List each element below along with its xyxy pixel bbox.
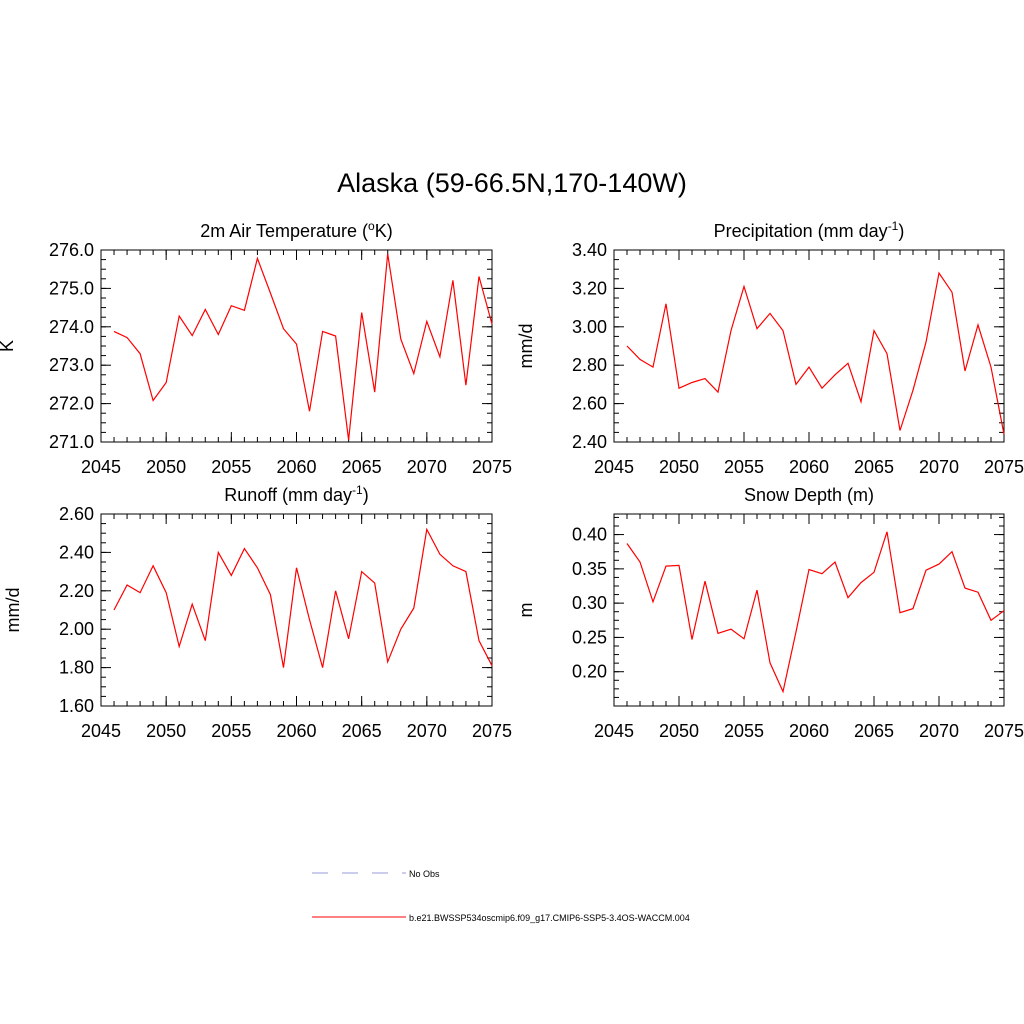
- y-tick-label: 3.00: [572, 317, 607, 337]
- plot-frame: [613, 513, 1005, 707]
- chart-panel-1: 2m Air Temperature (oK) K 2045 2050 2055 2060…: [0, 219, 512, 477]
- x-tick-label: 2050: [146, 457, 186, 477]
- y-tick-label: 2.40: [572, 432, 607, 452]
- x-tick-label: 2045: [81, 721, 121, 741]
- x-tick-label: 2045: [594, 721, 634, 741]
- figure-title: Alaska (59-66.5N,170-140W): [337, 168, 687, 198]
- x-tick-label: 2055: [211, 457, 251, 477]
- x-tick-label: 2055: [724, 721, 764, 741]
- x-tick-label: 2065: [854, 721, 894, 741]
- x-tick-label: 2070: [919, 721, 959, 741]
- y-tick-label: 1.80: [59, 658, 94, 678]
- panel-title-text: Runoff (mm day: [224, 485, 352, 505]
- series-line: [113, 527, 493, 668]
- x-tick-label: 2065: [342, 457, 382, 477]
- y-tick-label: 276.0: [49, 240, 94, 260]
- panel-title-superscript: o: [368, 219, 375, 233]
- y-tick-label: 2.20: [59, 581, 94, 601]
- panel-title-text: 2m Air Temperature (: [200, 221, 368, 241]
- x-tick-label: 2050: [146, 721, 186, 741]
- y-tick-label: 2.40: [59, 542, 94, 562]
- y-tick-label: 272.0: [49, 394, 94, 414]
- plot-frame: [613, 249, 1005, 443]
- x-tick-label: 2075: [984, 457, 1024, 477]
- y-tick-label: 2.60: [572, 394, 607, 414]
- x-tick-label: 2060: [789, 721, 829, 741]
- panel-title-text: Precipitation (mm day: [714, 221, 888, 241]
- x-tick-label: 2070: [407, 457, 447, 477]
- series-line: [626, 271, 1005, 435]
- panel-title-suffix: K): [375, 221, 393, 241]
- panel-title-superscript: -1: [352, 483, 363, 497]
- legend: No Obs b.e21.BWSSP534oscmip6.f09_g17.CMIP…: [312, 869, 690, 923]
- panel-title-suffix: ): [898, 221, 904, 241]
- x-tick-label: 2060: [789, 457, 829, 477]
- x-tick-label: 2055: [211, 721, 251, 741]
- y-tick-label: 3.20: [572, 278, 607, 298]
- panel-title: Snow Depth (m): [744, 485, 874, 505]
- x-tick-label: 2075: [472, 457, 512, 477]
- panel-title-suffix: ): [363, 485, 369, 505]
- panel-title: Runoff (mm day-1): [224, 483, 368, 505]
- y-axis-label: mm/d: [3, 588, 23, 633]
- y-tick-label: 0.20: [572, 662, 607, 682]
- y-axis-label: K: [0, 340, 17, 352]
- legend-model-label: b.e21.BWSSP534oscmip6.f09_g17.CMIP6-SSP5…: [409, 913, 690, 923]
- x-tick-label: 2070: [919, 457, 959, 477]
- x-tick-label: 2055: [724, 457, 764, 477]
- chart-panel-2: Precipitation (mm day-1) mm/d 2045 2050 2055…: [516, 219, 1024, 477]
- y-tick-label: 271.0: [49, 432, 94, 452]
- y-tick-label: 2.80: [572, 355, 607, 375]
- chart-panel-3: Runoff (mm day-1) mm/d 2045 2050 2055 2060 206…: [3, 483, 512, 741]
- y-axis-label: m: [516, 603, 536, 618]
- y-tick-label: 3.40: [572, 240, 607, 260]
- y-tick-label: 2.60: [59, 504, 94, 524]
- y-tick-label: 0.40: [572, 525, 607, 545]
- x-tick-label: 2060: [276, 457, 316, 477]
- plot-frame: [100, 249, 493, 443]
- y-tick-label: 275.0: [49, 278, 94, 298]
- x-tick-label: 2075: [984, 721, 1024, 741]
- x-tick-label: 2065: [854, 457, 894, 477]
- x-tick-label: 2070: [407, 721, 447, 741]
- plot-frame: [100, 513, 493, 707]
- chart-panel-4: Snow Depth (m) m 2045 2050 2055 2060 2065 2070 2…: [516, 485, 1024, 741]
- y-tick-label: 274.0: [49, 317, 94, 337]
- legend-obs-label: No Obs: [409, 869, 440, 879]
- x-tick-label: 2050: [659, 457, 699, 477]
- y-tick-label: 0.30: [572, 593, 607, 613]
- y-tick-label: 2.00: [59, 619, 94, 639]
- panel-title: 2m Air Temperature (oK): [200, 219, 392, 241]
- x-tick-label: 2065: [342, 721, 382, 741]
- series-line: [626, 531, 1005, 694]
- y-axis-label: mm/d: [516, 324, 536, 369]
- x-tick-label: 2045: [594, 457, 634, 477]
- y-tick-label: 1.60: [59, 696, 94, 716]
- series-line: [113, 253, 493, 441]
- x-tick-label: 2050: [659, 721, 699, 741]
- panel-title-text: Snow Depth (m): [744, 485, 874, 505]
- y-tick-label: 273.0: [49, 355, 94, 375]
- y-tick-label: 0.25: [572, 627, 607, 647]
- y-tick-label: 0.35: [572, 559, 607, 579]
- panel-title-superscript: -1: [888, 219, 899, 233]
- x-tick-label: 2045: [81, 457, 121, 477]
- x-tick-label: 2060: [276, 721, 316, 741]
- panel-title: Precipitation (mm day-1): [714, 219, 905, 241]
- x-tick-label: 2075: [472, 721, 512, 741]
